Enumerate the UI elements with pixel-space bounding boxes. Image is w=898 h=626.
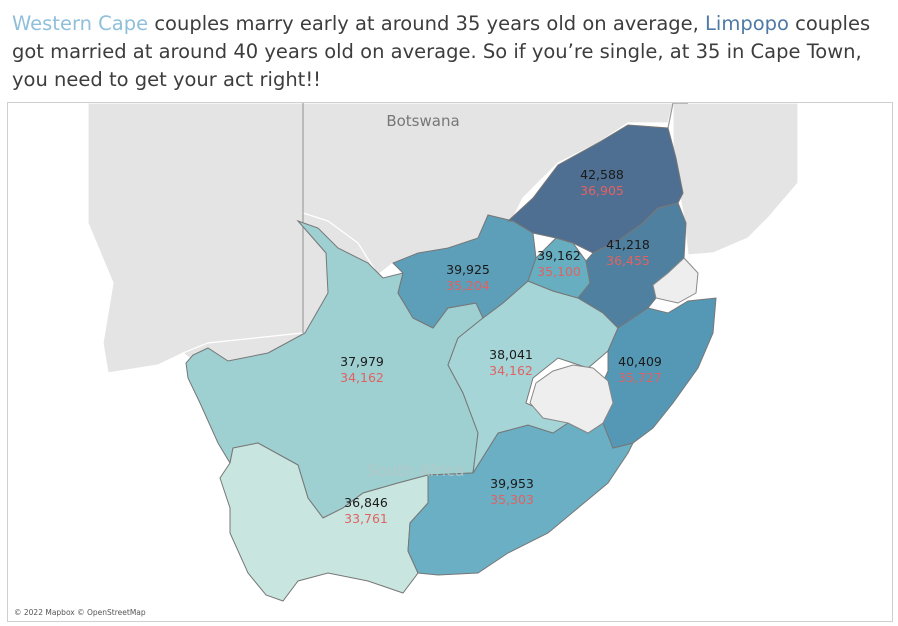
label-western-cape: 36,846 33,761 [344, 495, 388, 526]
limpopo-value-1: 42,588 [580, 167, 624, 182]
label-mpumalanga: 41,218 36,455 [606, 237, 650, 268]
map-attribution[interactable]: © 2022 Mapbox © OpenStreetMap [14, 608, 146, 617]
western-cape-value-2: 33,761 [344, 511, 388, 526]
mpumalanga-value-1: 41,218 [606, 237, 650, 252]
title-text-part2: couples got married at around 40 years o… [12, 12, 871, 91]
kwazulu-natal-value-2: 35,727 [618, 370, 662, 385]
map-canvas[interactable]: Botswana South Africa 42,588 36,905 41,2… [8, 103, 892, 621]
botswana-label: Botswana [386, 112, 459, 130]
border-lines [302, 103, 688, 333]
label-eastern-cape: 39,953 35,303 [490, 476, 534, 507]
eastern-cape-value-1: 39,953 [490, 476, 534, 491]
mpumalanga-value-2: 36,455 [606, 253, 650, 268]
gauteng-value-2: 35,100 [537, 264, 581, 279]
neighbor-land-east [672, 103, 799, 256]
label-free-state: 38,041 34,162 [489, 347, 533, 378]
title-text-part1: couples marry early at around 35 years o… [148, 12, 706, 35]
south-africa-label: South Africa [367, 461, 464, 480]
map-frame: Botswana South Africa 42,588 36,905 41,2… [7, 102, 893, 622]
limpopo-highlight[interactable]: Limpopo [705, 12, 789, 35]
label-limpopo: 42,588 36,905 [580, 167, 624, 198]
northern-cape-value-2: 34,162 [340, 370, 384, 385]
free-state-value-1: 38,041 [489, 347, 533, 362]
northern-cape-value-1: 37,979 [340, 354, 384, 369]
label-kwazulu-natal: 40,409 35,727 [618, 354, 662, 385]
label-gauteng: 39,162 35,100 [537, 248, 581, 279]
north-west-value-2: 35,204 [446, 278, 490, 293]
eswatini-region [652, 257, 699, 304]
label-northern-cape: 37,979 34,162 [340, 354, 384, 385]
free-state-value-2: 34,162 [489, 363, 533, 378]
eastern-cape-value-2: 35,303 [490, 492, 534, 507]
page-title: Western Cape couples marry early at arou… [12, 10, 888, 94]
north-west-value-1: 39,925 [446, 262, 490, 277]
gauteng-value-1: 39,162 [537, 248, 581, 263]
western-cape-value-1: 36,846 [344, 495, 388, 510]
limpopo-value-2: 36,905 [580, 183, 624, 198]
label-north-west: 39,925 35,204 [446, 262, 490, 293]
kwazulu-natal-value-1: 40,409 [618, 354, 662, 369]
western-cape-highlight[interactable]: Western Cape [12, 12, 149, 35]
lesotho-region [529, 364, 614, 434]
neighbor-land-west [87, 103, 304, 374]
